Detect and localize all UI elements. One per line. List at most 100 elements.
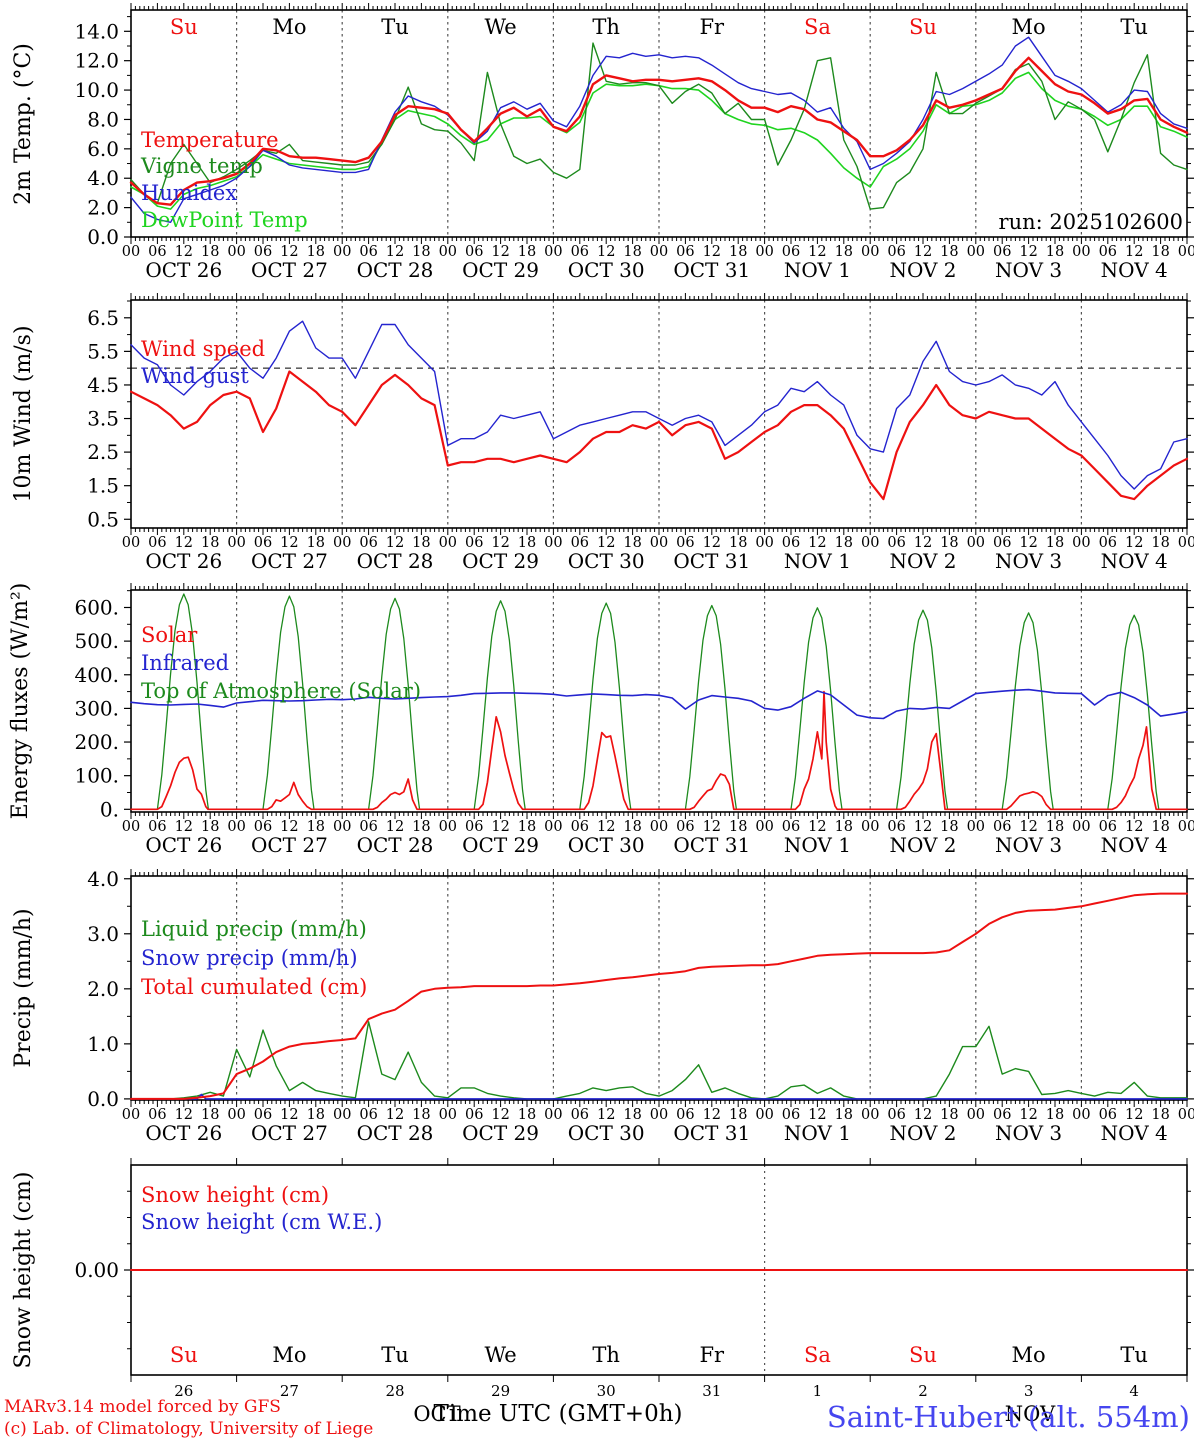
hour-label: 06: [993, 1107, 1011, 1123]
hour-label: 18: [307, 535, 325, 551]
hour-label: 06: [1099, 819, 1117, 835]
energy-ytick-label: 600.: [74, 595, 119, 619]
hour-label: 06: [359, 819, 377, 835]
hour-label: 12: [175, 244, 193, 260]
date-num-label: 31: [702, 1382, 721, 1400]
hour-label: 06: [993, 535, 1011, 551]
date-label: OCT 27: [251, 1121, 328, 1145]
date-label: NOV 4: [1101, 833, 1168, 857]
day-name-label: Mo: [1012, 15, 1046, 39]
hour-label: 06: [887, 244, 905, 260]
precip-ytick-label: 4.0: [87, 867, 119, 891]
precip-ytick-label: 0.0: [87, 1087, 119, 1111]
hour-label: 00: [122, 535, 140, 551]
hour-label: 18: [729, 819, 747, 835]
hour-label: 12: [914, 819, 932, 835]
hour-label: 18: [1046, 244, 1064, 260]
hour-label: 18: [623, 244, 641, 260]
hour-label: 12: [1019, 244, 1037, 260]
wind-legend-0: Wind speed: [141, 337, 265, 361]
hour-label: 00: [650, 1107, 668, 1123]
hour-label: 06: [465, 819, 483, 835]
hour-label: 00: [1178, 819, 1194, 835]
hour-label: 00: [755, 244, 773, 260]
hour-label: 12: [597, 1107, 615, 1123]
hour-label: 12: [703, 1107, 721, 1123]
hour-label: 06: [571, 819, 589, 835]
temp-ytick-label: 4.0: [87, 166, 119, 190]
hour-label: 00: [1178, 244, 1194, 260]
hour-label: 06: [782, 1107, 800, 1123]
temp-legend-0: Temperature: [141, 128, 279, 152]
hour-label: 12: [280, 819, 298, 835]
hour-label: 12: [1125, 535, 1143, 551]
date-label: NOV 2: [889, 833, 956, 857]
hour-label: 18: [623, 1107, 641, 1123]
date-label: NOV 3: [995, 1121, 1062, 1145]
hour-label: 18: [623, 819, 641, 835]
hour-label: 18: [623, 535, 641, 551]
wind-ytick-label: 1.5: [87, 474, 119, 498]
hour-label: 12: [386, 535, 404, 551]
day-name-label: Sa: [804, 1343, 831, 1367]
day-name-label: Fr: [699, 1343, 725, 1367]
date-label: OCT 26: [145, 258, 222, 282]
hour-label: 12: [914, 535, 932, 551]
hour-label: 12: [280, 1107, 298, 1123]
hour-label: 06: [254, 535, 272, 551]
day-name-label: Sa: [804, 15, 831, 39]
hour-label: 06: [254, 244, 272, 260]
energy-ytick-label: 100.: [74, 764, 119, 788]
hour-label: 00: [227, 819, 245, 835]
hour-label: 12: [1125, 244, 1143, 260]
energy-ytick-label: 200.: [74, 730, 119, 754]
y-axis-title-snow: Snow height (cm): [11, 1172, 36, 1369]
date-num-label: 1: [813, 1382, 823, 1400]
date-num-label: 2: [918, 1382, 928, 1400]
hour-label: 06: [676, 535, 694, 551]
hour-label: 00: [544, 244, 562, 260]
hour-label: 00: [544, 1107, 562, 1123]
date-label: OCT 29: [462, 1121, 539, 1145]
day-name-label: Su: [170, 15, 198, 39]
hour-label: 06: [465, 1107, 483, 1123]
precip-legend-0: Liquid precip (mm/h): [141, 917, 367, 941]
hour-label: 12: [280, 244, 298, 260]
hour-label: 12: [914, 1107, 932, 1123]
date-label: NOV 2: [889, 258, 956, 282]
date-label: OCT 26: [145, 549, 222, 573]
hour-label: 00: [755, 535, 773, 551]
hour-label: 12: [808, 244, 826, 260]
footer-model-credit: MARv3.14 model forced by GFS: [4, 1397, 281, 1417]
hour-label: 18: [835, 819, 853, 835]
hour-label: 12: [175, 535, 193, 551]
day-name-label: Tu: [1120, 15, 1148, 39]
date-label: OCT 31: [673, 549, 750, 573]
hour-label: 06: [676, 244, 694, 260]
hour-label: 18: [1151, 535, 1169, 551]
hour-label: 06: [148, 1107, 166, 1123]
temp-legend-2: Humidex: [141, 181, 237, 205]
day-name-label: Su: [170, 1343, 198, 1367]
infrared-series: [130, 688, 1188, 720]
hour-label: 00: [122, 1107, 140, 1123]
date-label: OCT 29: [462, 833, 539, 857]
hour-label: 18: [518, 535, 536, 551]
y-axis-title-temp: 2m Temp. (°C): [11, 43, 36, 205]
date-label: OCT 30: [568, 258, 645, 282]
hour-label: 18: [1151, 819, 1169, 835]
hour-label: 06: [359, 244, 377, 260]
hour-label: 18: [940, 1107, 958, 1123]
hour-label: 18: [1151, 1107, 1169, 1123]
precip-ytick-label: 3.0: [87, 922, 119, 946]
hour-label: 18: [412, 535, 430, 551]
hour-label: 06: [359, 535, 377, 551]
date-label: OCT 29: [462, 549, 539, 573]
hour-label: 18: [201, 244, 219, 260]
temp-ytick-label: 6.0: [87, 137, 119, 161]
hour-label: 18: [307, 244, 325, 260]
wind-ytick-label: 2.5: [87, 440, 119, 464]
chart-graphics: 0.02.04.06.08.010.012.014.0TemperatureVi…: [74, 3, 1194, 1400]
humidex-series: [130, 36, 1188, 223]
hour-label: 06: [676, 1107, 694, 1123]
